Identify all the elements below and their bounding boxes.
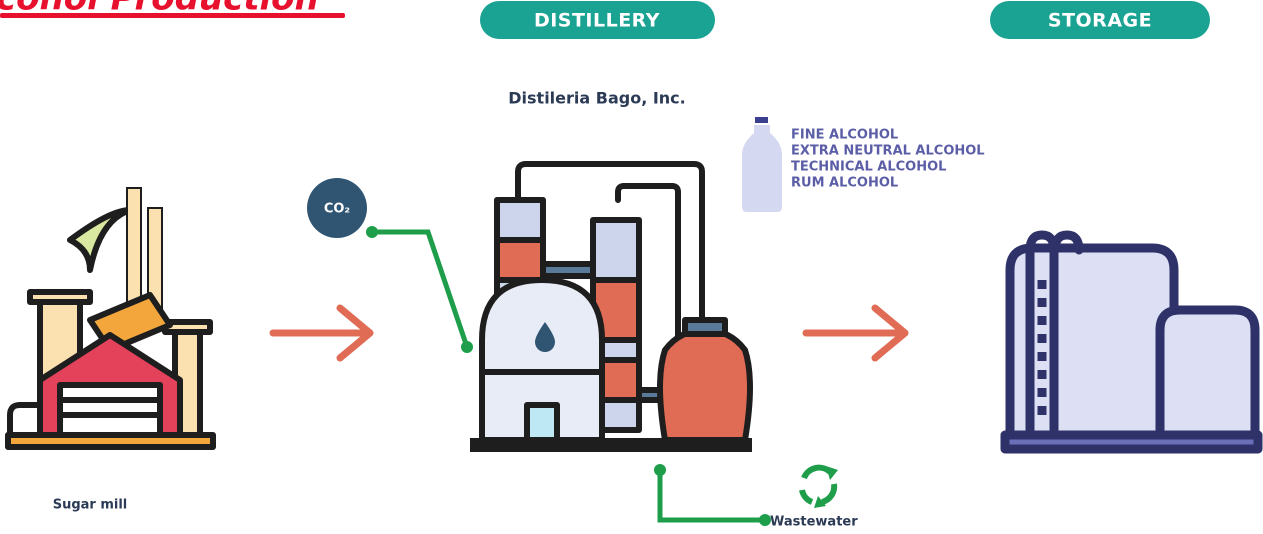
recycle-icon-part [802, 490, 812, 502]
wastewater-label: Wastewater [770, 515, 858, 530]
bottle-icon-part [755, 117, 768, 123]
stage-label: DISTILLERY [534, 10, 660, 32]
distillery-icon-part [685, 320, 725, 334]
sugar-mill-icon-part [8, 435, 213, 447]
sugar-mill-icon-part [30, 292, 90, 302]
stage-label: STORAGE [1048, 10, 1152, 32]
page: {"header": {"title": "cohol Production"}… [0, 0, 1263, 534]
recycle-icon-part [804, 468, 830, 478]
product-list: FINE ALCOHOL EXTRA NEUTRAL ALCOHOL TECHN… [791, 128, 985, 191]
product-label: RUM ALCOHOL [791, 176, 898, 191]
storage-icon-part [1005, 435, 1258, 449]
co2-pipe-part [366, 226, 378, 238]
distillery-icon-part [470, 438, 752, 452]
flow-arrow [273, 308, 370, 358]
recycle-icon-part [822, 484, 834, 502]
distillery-icon-part [660, 330, 750, 440]
co2-badge: CO₂ [307, 178, 367, 238]
product-label: TECHNICAL ALCOHOL [791, 160, 946, 175]
sugar-mill-icon-part [60, 385, 160, 435]
storage-icon-part [1010, 248, 1174, 440]
wastewater-pipe-part [660, 470, 765, 520]
product-label: FINE ALCOHOL [791, 128, 898, 143]
co2-label: CO₂ [324, 202, 350, 217]
distillery-icon-part [497, 240, 543, 280]
sugar-mill-icon-part [70, 210, 130, 270]
bottle-icon [742, 117, 782, 212]
stage-pill: DISTILLERY [480, 1, 715, 39]
title-block: cohol Production [0, 0, 345, 19]
distillery-icon-part [543, 264, 593, 276]
sugar-mill-icon [8, 188, 213, 447]
distillery-icon [470, 164, 752, 452]
flow-arrow [806, 308, 905, 358]
co2-pipe [366, 226, 473, 353]
co2-pipe-part [372, 232, 467, 347]
product-label: EXTRA NEUTRAL ALCOHOL [791, 144, 985, 159]
company-name: Distileria Bago, Inc. [508, 89, 686, 108]
wastewater-pipe [654, 464, 771, 526]
distillery-icon-part [527, 405, 557, 440]
wastewater-pipe-part [654, 464, 666, 476]
storage-icon-part [1160, 310, 1255, 440]
storage-icon [1005, 235, 1258, 449]
bottle-icon-part [742, 125, 782, 212]
recycle-icon [802, 466, 838, 508]
stage-pill: STORAGE [990, 1, 1210, 39]
sugar-mill-icon-part [127, 188, 141, 308]
sugar-mill-label: Sugar mill [53, 498, 128, 513]
title-underline [0, 13, 345, 18]
co2-pipe-part [461, 341, 473, 353]
diagram: cohol Production DISTILLERY STORAGE Dist… [0, 0, 1263, 534]
